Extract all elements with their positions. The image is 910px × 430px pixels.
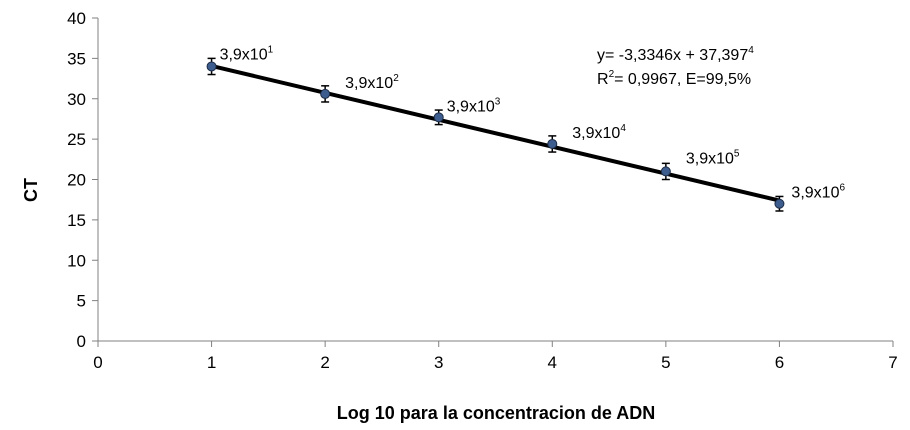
point-label-base: 3,9x10: [345, 75, 393, 92]
y-tick-label: 20: [67, 171, 86, 190]
point-label-base: 3,9x10: [572, 125, 620, 142]
point-label-exponent: 1: [268, 44, 274, 55]
axes: [92, 17, 894, 347]
equation-superscript: 4: [748, 45, 754, 56]
y-axis-title: CT: [21, 178, 41, 202]
point-label-exponent: 5: [734, 148, 740, 159]
y-tick-label: 15: [67, 211, 86, 230]
x-tick-label: 2: [320, 353, 329, 372]
y-tick-label: 25: [67, 130, 86, 149]
point-label-exponent: 6: [839, 183, 845, 194]
trendline: [211, 64, 780, 203]
point-label: 3,9x104: [572, 123, 626, 142]
point-label-exponent: 3: [495, 96, 501, 107]
x-tick-label: 6: [775, 353, 784, 372]
data-point: [433, 112, 444, 123]
equation-text: y= -3,3346x + 37,397: [597, 47, 748, 64]
x-tick-label: 0: [93, 353, 102, 372]
data-point: [774, 198, 785, 209]
point-label: 3,9x101: [220, 44, 274, 63]
r-squared-symbol: R: [597, 71, 609, 88]
point-label-base: 3,9x10: [447, 98, 495, 115]
point-label: 3,9x106: [791, 183, 845, 202]
r-squared-value: = 0,9967, E=99,5%: [614, 71, 751, 88]
trendline-group: [211, 64, 780, 203]
data-point: [547, 138, 558, 149]
equation-line-2: R2= 0,9967, E=99,5%: [597, 69, 751, 88]
point-label-base: 3,9x10: [220, 46, 268, 63]
x-tick-label: 1: [207, 353, 216, 372]
point-label-exponent: 4: [620, 123, 626, 134]
y-tick-label: 30: [67, 90, 86, 109]
data-point: [320, 88, 331, 99]
point-label-exponent: 2: [393, 73, 399, 84]
point-label-base: 3,9x10: [791, 185, 839, 202]
x-tick-label: 4: [548, 353, 557, 372]
x-axis-title: Log 10 para la concentracion de ADN: [337, 403, 655, 423]
y-tick-label: 35: [67, 49, 86, 68]
point-label-base: 3,9x10: [686, 150, 734, 167]
y-tick-label: 5: [77, 292, 86, 311]
y-tick-label: 10: [67, 251, 86, 270]
x-tick-label: 5: [661, 353, 670, 372]
point-label: 3,9x103: [447, 96, 501, 115]
y-tick-label: 40: [67, 9, 86, 28]
point-labels: 3,9x1013,9x1023,9x1033,9x1043,9x1053,9x1…: [220, 44, 846, 201]
data-point: [206, 61, 217, 72]
data-point: [660, 166, 671, 177]
equation-line-1: y= -3,3346x + 37,3974: [597, 45, 754, 64]
point-label: 3,9x105: [686, 148, 740, 167]
x-tick-label: 7: [888, 353, 897, 372]
x-tick-label: 3: [434, 353, 443, 372]
y-tick-label: 0: [77, 332, 86, 351]
point-label: 3,9x102: [345, 73, 399, 92]
data-points: [206, 57, 785, 212]
r-squared-superscript: 2: [609, 69, 615, 80]
